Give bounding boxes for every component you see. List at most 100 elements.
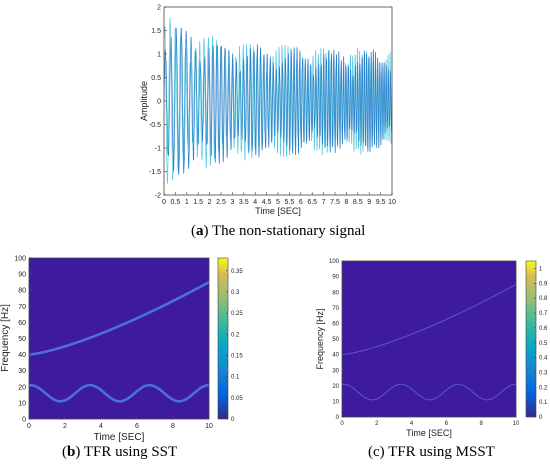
x-tick-label: 0 — [340, 421, 344, 427]
x-tick-label: 7.5 — [330, 199, 340, 206]
x-tick-label: 4.5 — [262, 199, 272, 206]
y-tick-label: 0 — [336, 415, 340, 421]
colorbar-tick-label: 0.15 — [231, 354, 243, 360]
signal-trace — [164, 17, 392, 184]
y-tick-label: 10 — [18, 400, 26, 407]
x-tick-label: 4 — [253, 199, 257, 206]
colorbar-tick-label: 0.1 — [231, 375, 240, 381]
sinusoidal-ridge — [342, 383, 516, 401]
x-tick-label: 8.5 — [353, 199, 363, 206]
colorbar-tick-label: 0.3 — [539, 371, 548, 377]
y-tick-label: 30 — [18, 368, 26, 375]
caption-b-label: b — [67, 444, 76, 460]
panel-b-colorbar-ticks: 0.35 0.3 0.25 0.2 0.15 0.1 0.05 0 — [226, 269, 243, 423]
caption-a-label: a — [196, 223, 204, 239]
x-tick-label: 8 — [344, 199, 348, 206]
y-tick-label: 20 — [332, 384, 339, 390]
panel-b-colorbar — [217, 257, 229, 420]
y-tick-label: 100 — [329, 259, 340, 265]
colorbar-tick-label: 0.5 — [539, 341, 548, 347]
panel-c-y-label: Frequency [Hz] — [315, 308, 325, 369]
y-tick-label: -1 — [155, 145, 161, 152]
x-tick-label: 9.5 — [376, 199, 386, 206]
caption-b: (b) TFR using SST — [62, 444, 178, 460]
panel-b-heatmap-background — [29, 258, 209, 419]
colorbar-tick-label: 0 — [231, 417, 235, 423]
y-tick-label: 0.5 — [151, 75, 161, 82]
caption-a-text: The non-stationary signal — [211, 223, 366, 239]
caption-b-text: TFR using SST — [83, 444, 178, 460]
signal-line — [164, 27, 392, 175]
caption-c: (c) TFR using MSST — [368, 444, 495, 460]
panel-a-x-ticks: 0 0.5 1 1.5 2 2.5 3 3.5 4 4.5 5 5.5 6 6.5 7 7.5 8 8.5 9 9.5… — [162, 192, 396, 206]
y-tick-label: 90 — [18, 272, 26, 279]
x-tick-label: 10 — [205, 423, 213, 430]
x-tick-label: 3 — [230, 199, 234, 206]
y-tick-label: 70 — [18, 304, 26, 311]
panel-b-x-ticks: 0 2 4 6 8 10 — [27, 416, 213, 430]
y-tick-label: 50 — [18, 336, 26, 343]
colorbar-tick-label: 0.1 — [539, 400, 548, 406]
x-tick-label: 0 — [162, 199, 166, 206]
y-tick-label: 50 — [332, 337, 339, 343]
y-tick-label: 2 — [157, 4, 161, 11]
panel-c-colorbar-ticks: 1 0.9 0.8 0.7 0.6 0.5 0.4 0.3 0.2 0.1 0 — [534, 267, 548, 421]
x-tick-label: 6 — [299, 199, 303, 206]
colorbar-tick-label: 0.7 — [539, 311, 548, 317]
colorbar-tick-label: 0.2 — [231, 332, 240, 338]
x-tick-label: 8 — [480, 421, 484, 427]
y-tick-label: -0.5 — [149, 122, 161, 129]
y-tick-label: 0 — [22, 416, 26, 423]
panel-a-y-ticks: 2 1.5 1 0.5 0 -0.5 -1 -1.5 -2 — [149, 4, 167, 199]
panel-a-x-label: Time [SEC] — [255, 206, 301, 216]
caption-a: (a) The non-stationary signal — [191, 223, 366, 239]
chirp-ridge — [29, 280, 209, 356]
panel-a-signal: 0 0.5 1 1.5 2 2.5 3 3.5 4 4.5 5 5.5 6 6.5 7 7.5 8 8.5 9 9.5… — [139, 4, 396, 216]
colorbar-tick-label: 1 — [539, 267, 543, 273]
colorbar-tick-label: 0.4 — [539, 356, 548, 362]
x-tick-label: 6 — [445, 421, 449, 427]
y-tick-label: 1 — [157, 51, 161, 58]
y-tick-label: 30 — [332, 368, 339, 374]
x-tick-label: 0.5 — [171, 199, 181, 206]
x-tick-label: 4 — [99, 423, 103, 430]
x-tick-label: 6 — [135, 423, 139, 430]
x-tick-label: 10 — [388, 199, 396, 206]
x-tick-label: 2 — [208, 199, 212, 206]
y-tick-label: 100 — [14, 255, 26, 262]
panel-c-x-ticks: 0 2 4 6 8 10 — [340, 414, 520, 427]
colorbar-tick-label: 0.6 — [539, 326, 548, 332]
colorbar-tick-label: 0.3 — [231, 290, 240, 296]
sinusoidal-ridge — [29, 383, 209, 403]
y-tick-label: 80 — [18, 288, 26, 295]
colorbar-tick-label: 0.25 — [231, 311, 243, 317]
x-tick-label: 5.5 — [285, 199, 295, 206]
colorbar-tick-label: 0.05 — [231, 396, 243, 402]
y-tick-label: 40 — [332, 353, 339, 359]
x-tick-label: 2.5 — [216, 199, 226, 206]
panel-a-y-label: Amplitude — [139, 81, 149, 121]
colorbar-tick-label: 0.8 — [539, 296, 548, 302]
panel-c-ridges — [342, 283, 516, 401]
colorbar-tick-label: 0 — [539, 415, 543, 421]
y-tick-label: 90 — [332, 275, 339, 281]
panel-c-heatmap-background — [342, 261, 516, 417]
x-tick-label: 3.5 — [239, 199, 249, 206]
x-tick-label: 2 — [63, 423, 67, 430]
x-tick-label: 4 — [410, 421, 414, 427]
chirp-ridge — [342, 283, 516, 356]
x-tick-label: 7 — [322, 199, 326, 206]
y-tick-label: 10 — [332, 400, 339, 406]
y-tick-label: 60 — [332, 322, 339, 328]
x-tick-label: 8 — [171, 423, 175, 430]
y-tick-label: -2 — [155, 192, 161, 199]
y-tick-label: 1.5 — [151, 28, 161, 35]
y-tick-label: 80 — [332, 290, 339, 296]
panel-b-ridges — [29, 280, 209, 403]
caption-c-text: TFR using MSST — [388, 444, 495, 460]
